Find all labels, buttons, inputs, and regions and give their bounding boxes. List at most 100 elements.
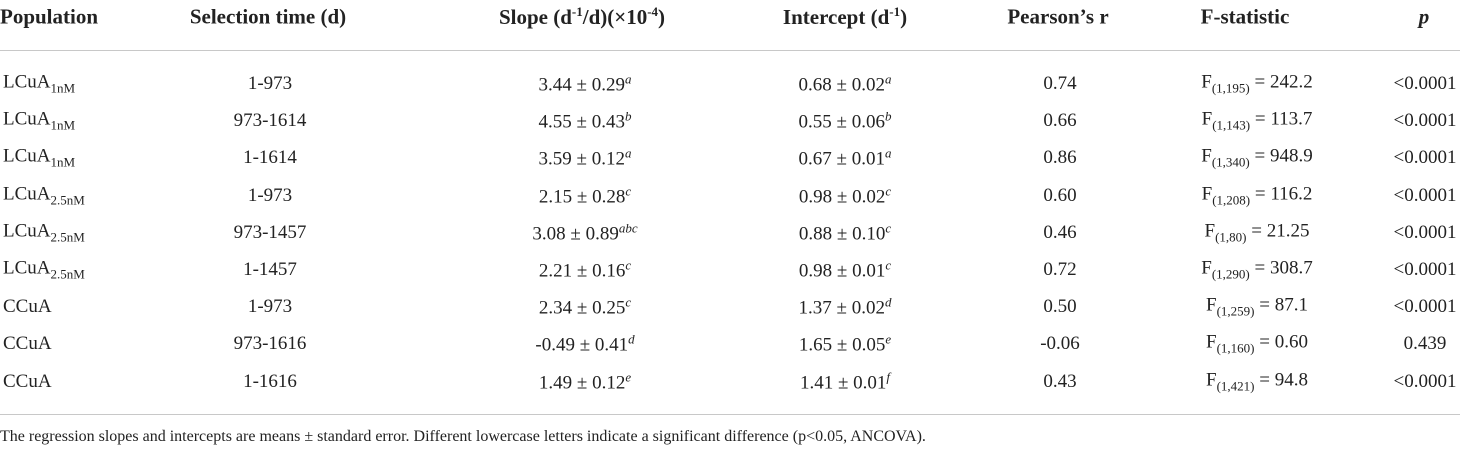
cell-text: CCuA [3, 370, 52, 392]
body-cell: 0.67 ± 0.01a [799, 146, 892, 171]
cell-sup: b [624, 108, 632, 124]
cell-text: F [1201, 71, 1212, 93]
cell-text: ) [900, 5, 908, 29]
cell-text: 1-1457 [243, 259, 297, 280]
body-cell: 0.60 [1043, 185, 1076, 207]
body-cell: 1.65 ± 0.05e [799, 332, 891, 357]
body-cell: 0.439 [1404, 333, 1447, 355]
body-cell: F(1,290) = 308.7 [1201, 258, 1312, 283]
body-cell: <0.0001 [1394, 371, 1457, 393]
cell-text: 1.37 ± 0.02 [798, 297, 885, 319]
cell-sub: (1,208) [1212, 191, 1251, 207]
cell-sub: (1,160) [1216, 340, 1255, 356]
cell-sub: (1,80) [1215, 229, 1247, 245]
body-cell: 4.55 ± 0.43b [539, 109, 632, 134]
cell-sub: 1nM [50, 80, 76, 96]
cell-sup: c [885, 182, 892, 198]
cell-text: = 87.1 [1254, 294, 1308, 316]
cell-sup: a [624, 145, 632, 161]
body-cell: <0.0001 [1394, 147, 1457, 169]
cell-text: Selection time (d) [189, 4, 347, 29]
cell-sup: -1 [571, 4, 583, 19]
cell-sup: c [625, 182, 632, 198]
cell-text: LCuA [3, 257, 51, 279]
cell-text: F [1204, 220, 1216, 242]
cell-text: 1.41 ± 0.01 [799, 372, 887, 394]
body-cell: 2.21 ± 0.16c [539, 257, 631, 282]
cell-sup: a [884, 71, 892, 87]
body-cell: 0.86 [1043, 147, 1076, 169]
cell-sub: 2.5nM [50, 266, 85, 282]
cell-sup: -4 [647, 4, 659, 19]
body-cell: 973-1457 [234, 222, 307, 244]
body-cell: <0.0001 [1394, 185, 1457, 207]
cell-text: 0.50 [1043, 296, 1077, 318]
body-cell: F(1,259) = 87.1 [1206, 295, 1308, 320]
body-cell: 0.88 ± 0.10c [799, 220, 891, 245]
body-cell: <0.0001 [1394, 73, 1457, 95]
cell-sup: abc [618, 220, 638, 236]
footnote: The regression slopes and intercepts are… [0, 428, 926, 445]
cell-text: <0.0001 [1393, 73, 1457, 94]
cell-text: 973-1457 [233, 221, 307, 243]
body-cell: F(1,143) = 113.7 [1202, 109, 1313, 134]
body-cell: F(1,421) = 94.8 [1206, 369, 1308, 394]
cell-sup: c [625, 294, 632, 310]
cell-sup: b [884, 108, 892, 124]
header-cell: p [1419, 5, 1430, 30]
cell-sub: 2.5nM [50, 229, 85, 245]
cell-text: Pearson’s r [1007, 4, 1109, 29]
cell-sub: (1,143) [1212, 117, 1251, 133]
cell-text: 1-1616 [243, 370, 297, 392]
cell-text: 0.67 ± 0.01 [798, 149, 885, 171]
body-cell: 0.43 [1043, 371, 1076, 393]
body-cell: 973-1616 [234, 333, 307, 355]
cell-text: = 116.2 [1250, 183, 1313, 205]
cell-text: CCuA [3, 333, 52, 355]
cell-text: <0.0001 [1393, 259, 1457, 280]
cell-text: 2.21 ± 0.16 [538, 260, 626, 282]
cell-text: 0.86 [1043, 147, 1077, 169]
cell-text: -0.49 ± 0.41 [535, 335, 629, 357]
body-cell: 0.66 [1043, 110, 1076, 132]
cell-text: Population [0, 4, 99, 29]
body-cell: LCuA2.5nM [3, 220, 85, 245]
body-cell: CCuA [3, 333, 52, 355]
cell-sup: e [625, 368, 632, 384]
body-cell: -0.06 [1040, 333, 1080, 355]
header-cell: Population [0, 5, 98, 30]
body-cell: F(1,80) = 21.25 [1205, 220, 1310, 245]
cell-text: 1.65 ± 0.05 [798, 335, 886, 357]
cell-text: LCuA [3, 183, 51, 205]
body-cell: 0.72 [1043, 259, 1076, 281]
cell-sub: (1,421) [1216, 377, 1255, 393]
cell-text: 1.49 ± 0.12 [538, 372, 626, 394]
body-cell: LCuA1nM [3, 72, 75, 97]
header-cell: Pearson’s r [1007, 5, 1108, 30]
header-cell: Intercept (d-1) [783, 4, 907, 30]
cell-sub: 1nM [50, 154, 76, 170]
body-cell: 1-1614 [243, 147, 297, 169]
body-cell: 0.55 ± 0.06b [799, 109, 892, 134]
cell-text: 0.66 [1043, 110, 1077, 132]
cell-text: LCuA [3, 220, 51, 242]
cell-text: LCuA [3, 145, 51, 167]
body-cell: F(1,160) = 0.60 [1206, 332, 1308, 357]
cell-sup: c [885, 220, 892, 236]
cell-text: 0.46 [1043, 221, 1077, 243]
cell-text: LCuA [3, 108, 51, 130]
cell-text: = 113.7 [1250, 108, 1313, 130]
cell-text: CCuA [3, 296, 52, 318]
cell-text: <0.0001 [1393, 296, 1457, 318]
body-cell: 1.37 ± 0.02d [799, 295, 892, 320]
cell-text: 0.439 [1403, 333, 1447, 355]
cell-sub: (1,290) [1211, 266, 1250, 282]
cell-text: 0.98 ± 0.02 [798, 186, 886, 208]
cell-text: F [1206, 331, 1217, 353]
cell-text: ) [658, 5, 666, 29]
cell-text: 3.59 ± 0.12 [538, 149, 625, 171]
cell-text: F [1206, 369, 1217, 391]
cell-text: Slope (d [498, 5, 572, 29]
cell-text: 0.98 ± 0.01 [798, 260, 886, 282]
